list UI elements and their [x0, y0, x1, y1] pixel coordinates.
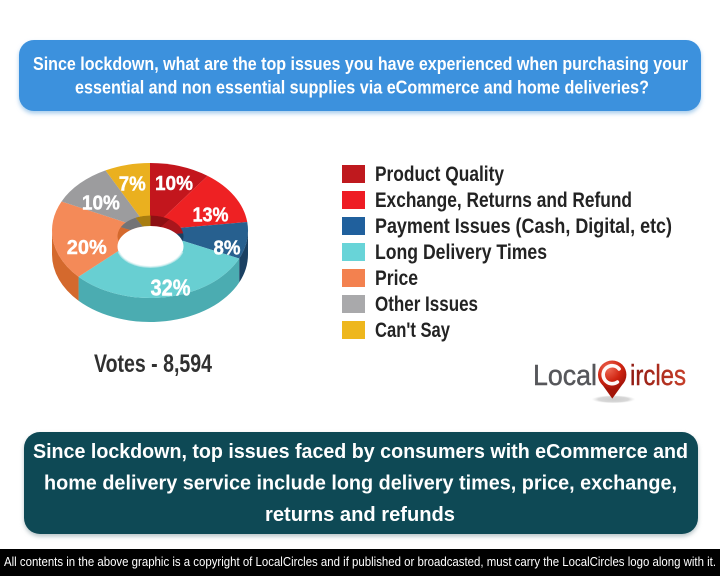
svg-text:32%: 32%	[151, 275, 191, 301]
svg-text:Since lockdown, top issues fac: Since lockdown, top issues faced by cons…	[33, 441, 688, 463]
svg-text:20%: 20%	[67, 237, 107, 259]
svg-text:Other Issues: Other Issues	[375, 293, 478, 316]
svg-text:7%: 7%	[119, 173, 146, 195]
svg-text:essential and non essential su: essential and non essential supplies via…	[75, 78, 649, 98]
svg-text:Exchange, Returns and Refund: Exchange, Returns and Refund	[375, 189, 632, 212]
svg-text:Price: Price	[375, 267, 418, 290]
svg-text:home delivery service include: home delivery service include long deliv…	[44, 473, 677, 495]
svg-text:Votes - 8,594: Votes - 8,594	[94, 350, 212, 378]
svg-text:Payment Issues (Cash, Digital,: Payment Issues (Cash, Digital, etc)	[375, 215, 672, 238]
svg-text:Can't Say: Can't Say	[375, 319, 450, 342]
svg-text:Since lockdown, what are the t: Since lockdown, what are the top issues …	[33, 54, 688, 74]
svg-text:10%: 10%	[155, 173, 193, 195]
svg-text:Local: Local	[533, 360, 597, 392]
svg-text:returns and refunds: returns and refunds	[265, 504, 455, 526]
svg-text:ircles: ircles	[630, 360, 686, 392]
svg-text:Long Delivery Times: Long Delivery Times	[375, 241, 547, 264]
svg-text:13%: 13%	[193, 204, 229, 226]
svg-text:8%: 8%	[214, 238, 241, 260]
svg-text:All contents in the above grap: All contents in the above graphic is a c…	[4, 554, 716, 569]
svg-text:Product Quality: Product Quality	[375, 163, 504, 186]
svg-text:10%: 10%	[82, 192, 120, 214]
